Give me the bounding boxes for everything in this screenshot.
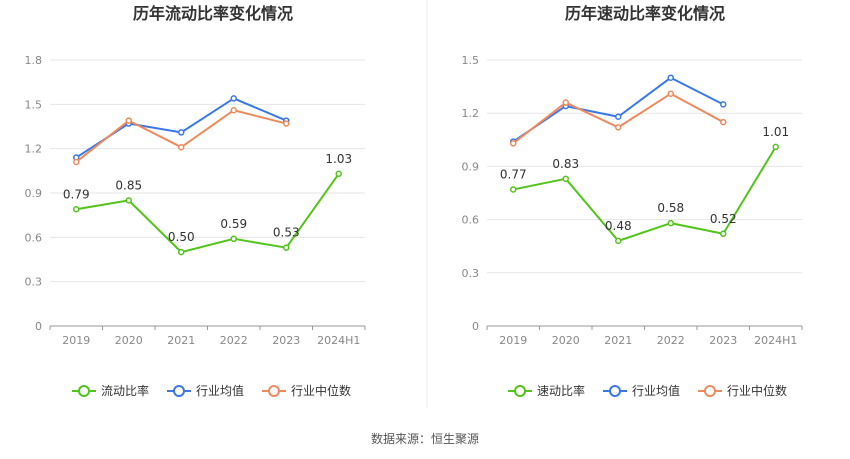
x-tick-label: 2020 <box>552 334 580 347</box>
x-tick-label: 2021 <box>604 334 632 347</box>
legend-label: 行业中位数 <box>291 383 351 398</box>
y-tick-label: 1.2 <box>462 107 480 120</box>
data-label: 0.85 <box>115 178 142 192</box>
data-point <box>283 120 290 127</box>
data-point <box>230 95 237 102</box>
data-label: 0.59 <box>220 217 247 231</box>
data-point <box>335 170 342 178</box>
legend-marker <box>609 385 621 397</box>
legend-marker <box>173 385 185 397</box>
data-label: 0.53 <box>273 226 300 240</box>
data-point <box>510 140 517 147</box>
data-point <box>615 237 622 245</box>
data-point <box>230 235 237 243</box>
data-point <box>772 143 779 151</box>
data-source-note: 数据来源：恒生聚源 <box>370 432 479 446</box>
data-point <box>615 124 622 131</box>
data-point <box>178 129 185 136</box>
x-tick-label: 2020 <box>115 334 143 347</box>
data-label: 0.48 <box>605 219 632 233</box>
legend-label: 行业均值 <box>632 383 680 398</box>
series-line-2 <box>512 76 724 143</box>
data-point <box>562 99 569 106</box>
data-point <box>667 74 674 81</box>
legend-marker <box>268 385 280 397</box>
y-tick-label: 1.8 <box>25 54 43 67</box>
y-tick-label: 0.3 <box>25 276 43 289</box>
data-label: 0.77 <box>500 167 527 181</box>
x-tick-label: 2023 <box>272 334 300 347</box>
data-point <box>667 90 674 97</box>
data-point <box>615 113 622 120</box>
data-point <box>230 106 237 114</box>
y-tick-label: 0.6 <box>462 214 480 227</box>
y-tick-label: 0 <box>35 320 42 333</box>
series-line-1 <box>513 146 777 242</box>
data-point <box>178 143 185 151</box>
y-tick-label: 0.9 <box>25 187 43 200</box>
x-tick-label: 2023 <box>709 334 737 347</box>
legend-item-3: 行业中位数 <box>698 383 787 398</box>
data-point <box>510 186 517 193</box>
data-point <box>125 117 132 124</box>
data-point <box>178 248 185 256</box>
data-label: 0.79 <box>63 187 90 201</box>
legend-item-2: 行业均值 <box>603 383 680 398</box>
data-point <box>283 244 290 251</box>
y-tick-label: 0.3 <box>462 267 480 280</box>
x-tick-label: 2019 <box>499 334 527 347</box>
x-tick-label: 2022 <box>220 334 248 347</box>
data-point <box>720 118 727 126</box>
legend-marker <box>514 385 526 397</box>
x-tick-label: 2024H1 <box>754 334 797 347</box>
data-label: 0.58 <box>657 201 684 215</box>
x-tick-label: 2024H1 <box>317 334 360 347</box>
y-tick-label: 0.6 <box>25 231 43 244</box>
data-point <box>667 219 674 227</box>
data-point <box>73 158 80 166</box>
legend-marker <box>78 385 90 397</box>
chart-panel-1: 历年流动比率变化情况 0 0.3 0.6 0.9 1.2 1.5 1.8 2019 2020 202… <box>25 4 366 398</box>
data-point <box>720 230 727 238</box>
legend-marker <box>704 385 716 397</box>
data-label: 0.52 <box>710 212 737 226</box>
y-tick-label: 0 <box>472 320 479 333</box>
series-line-1 <box>76 173 340 254</box>
x-tick-label: 2022 <box>657 334 685 347</box>
data-label: 1.03 <box>325 152 352 166</box>
legend-label: 行业中位数 <box>727 383 787 398</box>
legend-label: 行业均值 <box>196 383 244 398</box>
legend-item-2: 行业均值 <box>167 383 244 398</box>
y-tick-label: 1.5 <box>25 98 43 111</box>
legend-item-1: 流动比率 <box>72 383 149 398</box>
chart-title: 历年速动比率变化情况 <box>565 4 725 23</box>
legend-label: 速动比率 <box>537 383 585 398</box>
chart-title: 历年流动比率变化情况 <box>133 4 293 23</box>
data-label: 1.01 <box>762 125 789 139</box>
legend-label: 流动比率 <box>101 383 149 398</box>
y-tick-label: 1.2 <box>25 143 43 156</box>
legend-item-1: 速动比率 <box>508 383 585 398</box>
data-point <box>125 197 132 204</box>
series-line-3 <box>75 109 287 163</box>
x-tick-label: 2021 <box>167 334 195 347</box>
legend-item-3: 行业中位数 <box>262 383 351 398</box>
y-tick-label: 1.5 <box>462 54 480 67</box>
data-point <box>562 175 569 183</box>
data-label: 0.83 <box>552 157 579 171</box>
data-point <box>720 101 727 108</box>
data-point <box>73 206 80 213</box>
chart-panel-2: 历年速动比率变化情况 0 0.3 0.6 0.9 1.2 1.5 2019 2020 2021 20… <box>462 4 803 398</box>
y-tick-label: 0.9 <box>462 160 480 173</box>
x-tick-label: 2019 <box>62 334 90 347</box>
data-label: 0.50 <box>168 230 195 244</box>
